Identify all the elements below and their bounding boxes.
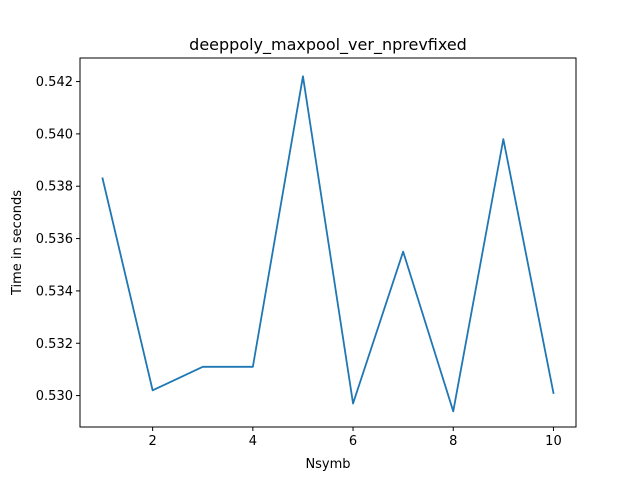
- x-axis: 2 4 6 8 10: [149, 427, 562, 449]
- x-tick-label: 4: [249, 434, 257, 449]
- y-tick-label: 0.538: [36, 180, 73, 195]
- y-tick-label: 0.536: [36, 232, 73, 247]
- y-tick-label: 0.532: [36, 337, 73, 352]
- x-tick-label: 2: [149, 434, 157, 449]
- y-tick-label: 0.534: [36, 284, 73, 299]
- y-axis: 0.530 0.532 0.534 0.536 0.538 0.540 0.542: [36, 75, 80, 404]
- y-tick-label: 0.540: [36, 127, 73, 142]
- plot-area: [101, 75, 555, 413]
- x-tick-label: 6: [349, 434, 357, 449]
- plot-frame: [79, 57, 577, 428]
- chart-title: deeppoly_maxpool_ver_nprevfixed: [189, 35, 467, 55]
- y-axis-label: Time in seconds: [10, 190, 25, 296]
- x-tick-label: 10: [545, 434, 562, 449]
- x-tick-label: 8: [449, 434, 457, 449]
- y-tick-label: 0.530: [36, 389, 73, 404]
- x-axis-label: Nsymb: [305, 457, 350, 472]
- series-line: [101, 75, 555, 413]
- y-tick-label: 0.542: [36, 75, 73, 90]
